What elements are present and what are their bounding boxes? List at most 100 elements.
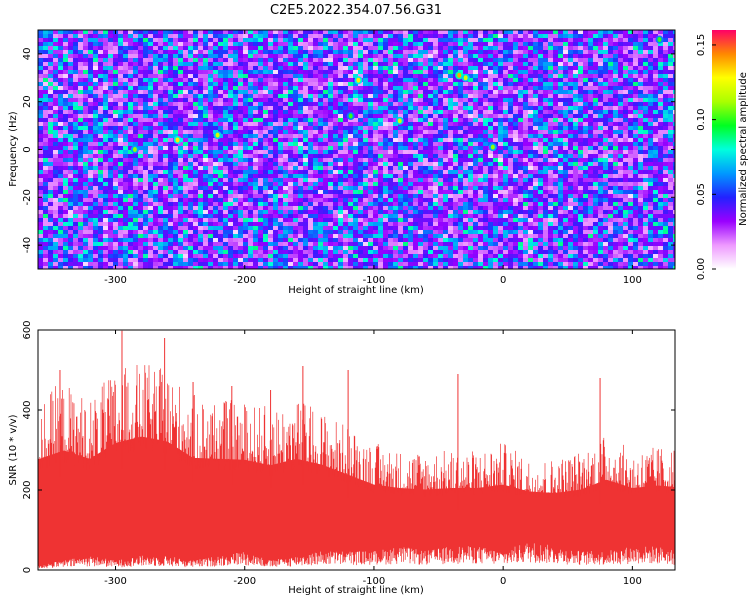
- heatmap-cell: [163, 86, 169, 91]
- heatmap-cell: [63, 110, 69, 115]
- heatmap-cell: [133, 54, 139, 59]
- heatmap-cell: [268, 162, 274, 167]
- heatmap-cell: [63, 58, 69, 63]
- heatmap-cell: [413, 110, 419, 115]
- heatmap-cell: [193, 70, 199, 75]
- heatmap-cell: [123, 58, 129, 63]
- heatmap-cell: [278, 158, 284, 163]
- heatmap-cell: [38, 58, 44, 63]
- heatmap-cell: [558, 138, 564, 143]
- heatmap-cell: [393, 166, 399, 171]
- heatmap-cell: [78, 130, 84, 135]
- heatmap-cell: [268, 30, 274, 35]
- heatmap-cell: [248, 98, 254, 103]
- heatmap-cell: [163, 30, 169, 35]
- heatmap-cell: [468, 50, 474, 55]
- heatmap-cell: [668, 114, 674, 119]
- heatmap-cell: [118, 138, 124, 143]
- heatmap-cell: [548, 110, 554, 115]
- heatmap-cell: [353, 82, 359, 87]
- heatmap-cell: [523, 82, 529, 87]
- heatmap-cell: [623, 150, 629, 155]
- heatmap-cell: [198, 62, 204, 67]
- heatmap-cell: [413, 34, 419, 39]
- heatmap-cell: [598, 150, 604, 155]
- heatmap-cell: [83, 86, 89, 91]
- heatmap-cell: [183, 166, 189, 171]
- heatmap-cell: [303, 78, 309, 83]
- heatmap-cell: [493, 174, 499, 179]
- heatmap-cell: [438, 106, 444, 111]
- heatmap-cell: [303, 118, 309, 123]
- heatmap-cell: [233, 142, 239, 147]
- heatmap-cell: [473, 74, 479, 79]
- heatmap-cell: [643, 138, 649, 143]
- heatmap-cell: [393, 134, 399, 139]
- heatmap-cell: [483, 90, 489, 95]
- heatmap-cell: [63, 134, 69, 139]
- heatmap-cell: [518, 94, 524, 99]
- heatmap-cell: [118, 38, 124, 43]
- heatmap-cell: [653, 170, 659, 175]
- heatmap-cell: [163, 174, 169, 179]
- heatmap-cell: [588, 154, 594, 159]
- heatmap-cell: [303, 150, 309, 155]
- heatmap-cell: [563, 158, 569, 163]
- heatmap-cell: [248, 90, 254, 95]
- heatmap-cell: [138, 34, 144, 39]
- heatmap-cell: [543, 114, 549, 119]
- heatmap-cell: [553, 138, 559, 143]
- heatmap-cell: [433, 46, 439, 51]
- heatmap-cell: [193, 54, 199, 59]
- heatmap-cell: [253, 166, 259, 171]
- heatmap-cell: [413, 78, 419, 83]
- heatmap-cell: [613, 166, 619, 171]
- heatmap-cell: [448, 90, 454, 95]
- heatmap-cell: [293, 154, 299, 159]
- heatmap-cell: [203, 34, 209, 39]
- heatmap-cell: [358, 30, 364, 35]
- heatmap-cell: [173, 174, 179, 179]
- heatmap-cell: [638, 126, 644, 131]
- heatmap-cell: [373, 114, 379, 119]
- heatmap-cell: [608, 46, 614, 51]
- heatmap-cell: [98, 54, 104, 59]
- heatmap-cell: [173, 122, 179, 127]
- heatmap-cell: [593, 118, 599, 123]
- heatmap-cell: [238, 126, 244, 131]
- heatmap-cell: [358, 34, 364, 39]
- heatmap-cell: [133, 74, 139, 79]
- heatmap-cell: [603, 94, 609, 99]
- heatmap-cell: [138, 110, 144, 115]
- heatmap-cell: [638, 82, 644, 87]
- heatmap-cell: [323, 62, 329, 67]
- heatmap-cell: [508, 110, 514, 115]
- heatmap-cell: [578, 162, 584, 167]
- heatmap-cell: [163, 42, 169, 47]
- heatmap-cell: [463, 82, 469, 87]
- heatmap-cell: [53, 142, 59, 147]
- heatmap-cell: [663, 158, 669, 163]
- heatmap-cell: [463, 174, 469, 179]
- heatmap-cell: [428, 138, 434, 143]
- heatmap-cell: [243, 82, 249, 87]
- heatmap-cell: [518, 166, 524, 171]
- heatmap-cell: [603, 142, 609, 147]
- heatmap-cell: [168, 174, 174, 179]
- heatmap-cell: [323, 170, 329, 175]
- heatmap-cell: [223, 34, 229, 39]
- heatmap-cell: [58, 34, 64, 39]
- heatmap-cell: [383, 38, 389, 43]
- heatmap-cell: [318, 134, 324, 139]
- heatmap-cell: [288, 98, 294, 103]
- heatmap-cell: [188, 42, 194, 47]
- heatmap-cell: [513, 134, 519, 139]
- heatmap-cell: [303, 130, 309, 135]
- heatmap-cell: [428, 154, 434, 159]
- heatmap-cell: [483, 114, 489, 119]
- heatmap-cell: [673, 110, 675, 115]
- heatmap-cell: [433, 98, 439, 103]
- heatmap-cell: [533, 166, 539, 171]
- heatmap-cell: [223, 98, 229, 103]
- heatmap-cell: [413, 50, 419, 55]
